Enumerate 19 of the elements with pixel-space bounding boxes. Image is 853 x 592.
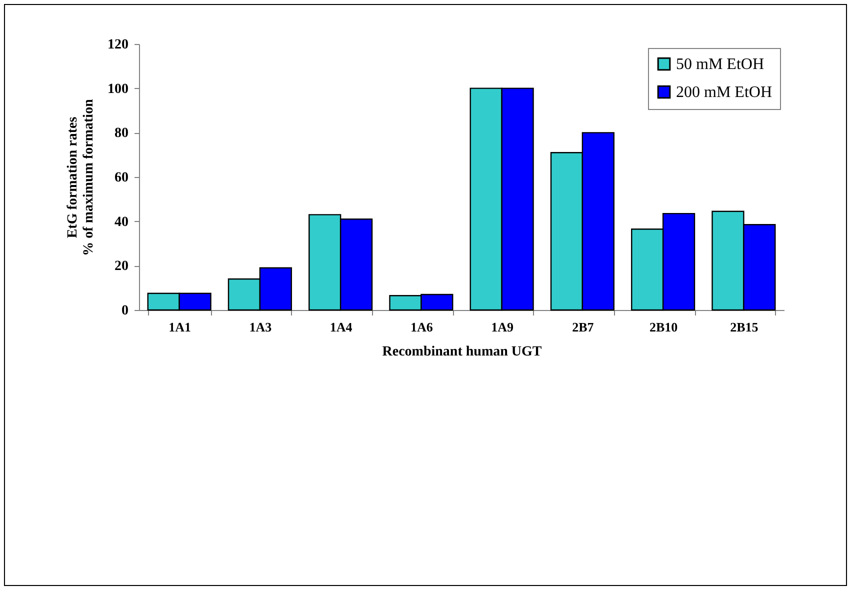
legend-label: 50 mM EtOH (676, 56, 764, 73)
y-tick-label: 40 (114, 214, 128, 230)
x-tick-label: 1A1 (168, 320, 192, 334)
x-tick-label: 1A3 (249, 320, 272, 334)
x-tick-label: 1A4 (330, 320, 353, 334)
y-tick-label: 0 (122, 304, 128, 318)
x-tick-label: 2B10 (649, 320, 678, 334)
x-tick-label: 2B7 (572, 320, 594, 334)
y-axis-title: EtG formation rates % of maximum formation (66, 98, 96, 256)
y-tick-label: 120 (108, 38, 128, 52)
y-tick-label: 80 (114, 126, 128, 142)
x-axis-title: Recombinant human UGT (382, 344, 542, 360)
y-tick-label: 100 (108, 82, 128, 97)
legend-label: 200 mM EtOH (676, 84, 772, 101)
y-tick-label: 20 (114, 259, 128, 274)
y-tick-label: 60 (114, 170, 128, 186)
x-tick-label: 1A9 (491, 320, 514, 334)
x-tick-label: 1A6 (410, 320, 434, 334)
x-tick-label: 2B15 (730, 320, 759, 334)
